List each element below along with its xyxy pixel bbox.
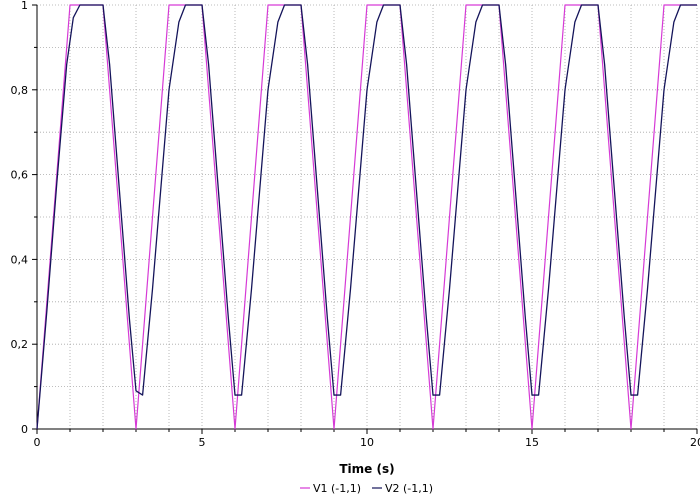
x-tick-label: 10 (360, 436, 374, 449)
y-tick-label: 1 (21, 0, 28, 12)
x-tick-label: 20 (690, 436, 700, 449)
x-axis-label: Time (s) (339, 462, 394, 476)
y-tick-label: 0,8 (11, 84, 29, 97)
legend-label-v2: V2 (-1,1) (385, 482, 433, 495)
series-line-2 (36, 4, 697, 430)
x-tick-label: 5 (199, 436, 206, 449)
grid (37, 4, 698, 429)
y-tick-label: 0 (21, 423, 28, 436)
y-tick-label: 0,4 (11, 253, 29, 266)
x-tick-label: 15 (525, 436, 539, 449)
series-layer (36, 4, 697, 430)
x-tick-label: 0 (34, 436, 41, 449)
legend[interactable]: V1 (-1,1) V2 (-1,1) (300, 482, 433, 495)
x-ticks: 0 5 10 15 20 (34, 429, 700, 449)
y-tick-label: 0,6 (11, 169, 29, 182)
y-tick-label: 0,2 (11, 338, 29, 351)
legend-label-v1: V1 (-1,1) (313, 482, 361, 495)
y-ticks: 0 0,2 0,4 0,6 0,8 1 (11, 0, 37, 436)
